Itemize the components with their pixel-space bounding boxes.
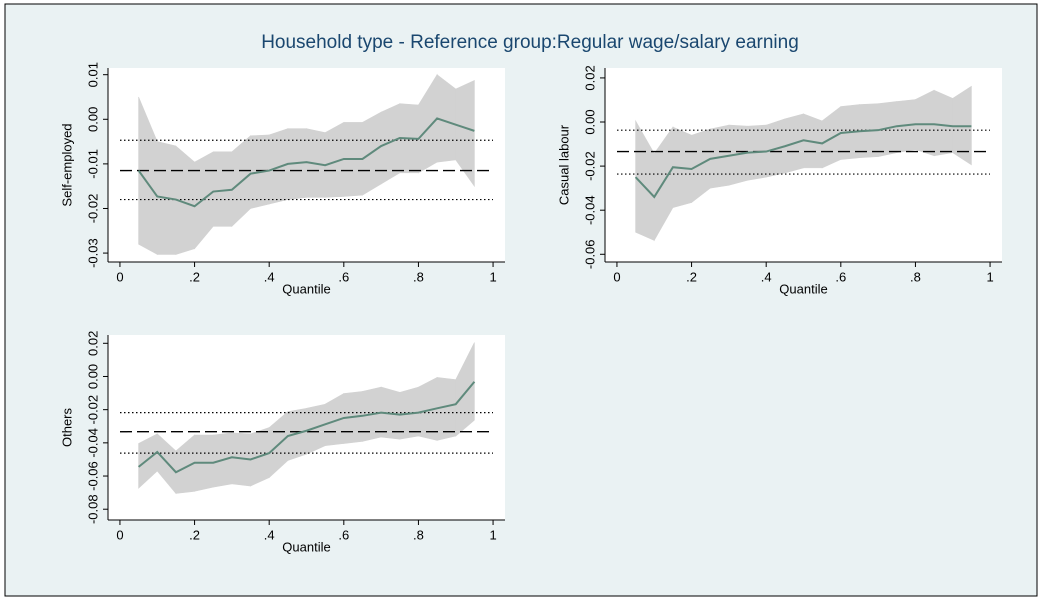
x-tick-label: 1: [489, 527, 496, 542]
x-tick-label: 0: [116, 269, 123, 284]
x-tick-label: 1: [986, 269, 993, 284]
x-tick-label: 1: [489, 269, 496, 284]
y-tick-label: -0.02: [85, 194, 100, 224]
x-tick-label: .8: [910, 269, 921, 284]
estimate-line: [137, 117, 475, 208]
y-axis-title: Others: [59, 407, 74, 447]
y-tick-label: -0.02: [582, 151, 597, 181]
confidence-band: [933, 89, 954, 157]
x-tick-label: 0: [613, 269, 620, 284]
x-tick-label: .6: [338, 269, 349, 284]
x-tick-label: .6: [835, 269, 846, 284]
y-tick-label: -0.06: [85, 461, 100, 491]
y-tick-label: 0.00: [85, 107, 100, 132]
y-tick-label: -0.01: [85, 149, 100, 179]
x-tick-label: .6: [338, 527, 349, 542]
x-tick-label: .4: [264, 527, 275, 542]
y-tick-label: 0.02: [582, 65, 597, 90]
x-tick-label: .8: [413, 269, 424, 284]
y-tick-label: -0.08: [85, 494, 100, 524]
y-tick-label: -0.02: [85, 395, 100, 425]
x-tick-label: .2: [189, 269, 200, 284]
confidence-band: [436, 377, 457, 441]
estimate-line: [137, 381, 476, 474]
y-tick-label: -0.04: [85, 428, 100, 458]
estimate-line: [634, 123, 972, 199]
confidence-band: [455, 80, 475, 188]
x-tick-label: .2: [189, 527, 200, 542]
y-axis-title: Casual labour: [556, 124, 571, 205]
y-tick-label: 0.02: [85, 331, 100, 356]
x-axis-title: Quantile: [779, 281, 827, 296]
x-tick-label: .4: [264, 269, 275, 284]
x-tick-label: 0: [116, 527, 123, 542]
x-tick-label: .8: [413, 527, 424, 542]
figure-title: Household type - Reference group:Regular…: [261, 32, 799, 53]
x-tick-label: .4: [761, 269, 772, 284]
y-tick-label: 0.01: [85, 62, 100, 87]
confidence-band: [915, 89, 935, 157]
y-tick-label: 0.00: [85, 364, 100, 389]
y-axis-title: Self-employed: [59, 123, 74, 206]
x-axis-title: Quantile: [282, 281, 330, 296]
y-tick-label: -0.06: [582, 239, 597, 269]
x-tick-label: .2: [686, 269, 697, 284]
y-tick-label: 0.00: [582, 109, 597, 134]
x-axis-title: Quantile: [282, 539, 330, 554]
y-tick-label: -0.03: [85, 238, 100, 268]
y-tick-label: -0.04: [582, 195, 597, 225]
